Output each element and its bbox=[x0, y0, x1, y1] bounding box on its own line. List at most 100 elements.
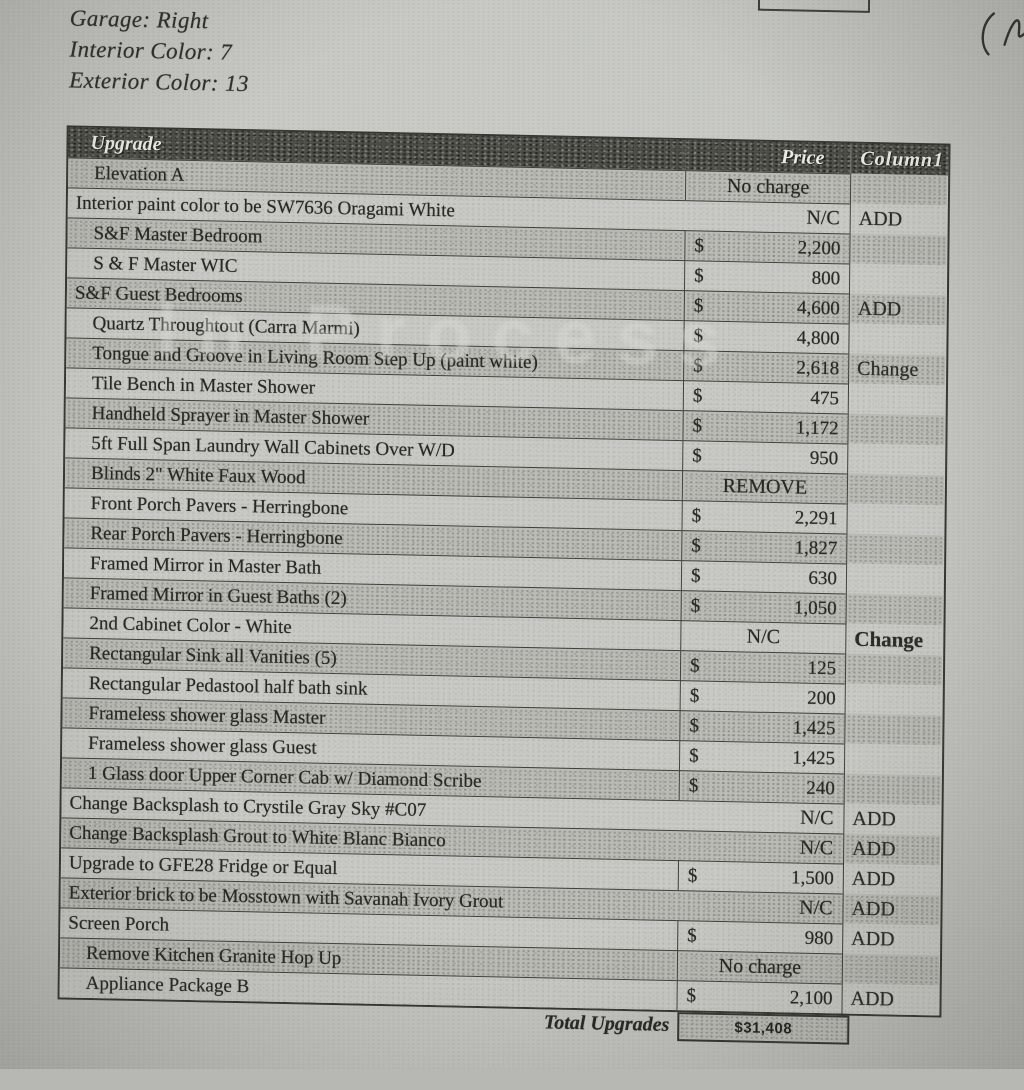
price-cell: $630 bbox=[680, 560, 847, 594]
price-value: 125 bbox=[807, 657, 837, 679]
price-value: N/C bbox=[799, 836, 834, 860]
currency-symbol: $ bbox=[690, 564, 701, 587]
column1-cell: ADD bbox=[841, 983, 939, 1016]
price-value: 2,291 bbox=[794, 506, 838, 529]
price-cell: $800 bbox=[683, 260, 850, 294]
column1-cell bbox=[848, 323, 946, 356]
upgrade-label: Framed Mirror in Guest Baths (2) bbox=[89, 582, 347, 609]
upgrade-label: Blinds 2" White Faux Wood bbox=[90, 462, 306, 488]
currency-symbol: $ bbox=[691, 504, 702, 527]
upgrade-label: Screen Porch bbox=[68, 912, 170, 936]
price-cell: $1,172 bbox=[682, 410, 848, 444]
column1-cell bbox=[847, 443, 945, 476]
price-value: 1,425 bbox=[792, 716, 836, 739]
column1-cell bbox=[843, 743, 942, 776]
column1-cell bbox=[846, 503, 944, 536]
upgrade-label: Front Porch Pavers - Herringbone bbox=[90, 492, 349, 519]
price-cell: $2,618 bbox=[683, 350, 849, 384]
exterior-color-label: Exterior Color: 13 bbox=[69, 67, 249, 97]
column1-cell: ADD bbox=[848, 293, 946, 326]
price-cell: $4,800 bbox=[683, 320, 849, 354]
currency-symbol: $ bbox=[692, 444, 702, 467]
currency-symbol: $ bbox=[689, 714, 700, 737]
price-value: 2,200 bbox=[797, 236, 841, 259]
price-value: 2,100 bbox=[789, 986, 833, 1009]
upgrade-label: Remove Kitchen Granite Hop Up bbox=[85, 942, 342, 969]
upgrade-label: Framed Mirror in Master Bath bbox=[89, 552, 322, 579]
currency-symbol: $ bbox=[693, 324, 704, 347]
currency-symbol: $ bbox=[690, 594, 701, 617]
currency-symbol: $ bbox=[689, 684, 700, 707]
header-price: Price bbox=[685, 140, 851, 174]
upgrade-label: Change Backsplash to Crystile Gray Sky #… bbox=[69, 792, 427, 821]
currency-symbol: $ bbox=[689, 744, 699, 767]
cutoff-box bbox=[757, 0, 871, 13]
currency-symbol: $ bbox=[693, 354, 703, 377]
column1-cell: Change bbox=[845, 623, 943, 656]
upgrade-label: S&F Guest Bedrooms bbox=[74, 282, 243, 307]
price-cell: $200 bbox=[679, 680, 845, 714]
column1-cell bbox=[846, 533, 944, 566]
price-value: 4,600 bbox=[796, 296, 840, 319]
upgrade-label: Interior paint color to be SW7636 Oragam… bbox=[75, 192, 455, 221]
price-cell: $1,425 bbox=[678, 740, 845, 774]
price-cell: REMOVE bbox=[681, 470, 848, 504]
column1-cell bbox=[849, 173, 948, 206]
upgrade-label: S & F Master WIC bbox=[93, 252, 238, 277]
upgrade-label: Change Backsplash Grout to White Blanc B… bbox=[69, 822, 446, 851]
price-value: 2,618 bbox=[796, 356, 840, 379]
currency-symbol: $ bbox=[692, 384, 703, 407]
column1-cell: Change bbox=[848, 353, 946, 386]
upgrade-label: Handheld Sprayer in Master Shower bbox=[91, 402, 370, 430]
currency-symbol: $ bbox=[694, 234, 705, 257]
price-cell: $980 bbox=[677, 920, 843, 954]
price-value: No charge bbox=[718, 954, 802, 979]
upgrade-label: Tile Bench in Master Shower bbox=[91, 372, 316, 399]
upgrade-label: Frameless shower glass Master bbox=[88, 702, 326, 729]
currency-symbol: $ bbox=[687, 864, 698, 887]
price-value: N/C bbox=[806, 206, 840, 230]
upgrade-label: Rectangular Pedastool half bath sink bbox=[88, 672, 368, 700]
upgrade-label: Elevation A bbox=[94, 162, 185, 186]
column1-cell bbox=[847, 383, 946, 416]
price-value: 950 bbox=[809, 447, 839, 469]
column1-cell bbox=[846, 473, 945, 506]
price-value: 1,500 bbox=[790, 866, 834, 889]
total-value: $31,408 bbox=[677, 1012, 850, 1045]
currency-symbol: $ bbox=[694, 264, 704, 287]
column1-cell bbox=[845, 563, 944, 596]
column1-cell: ADD bbox=[843, 803, 941, 836]
column1-cell bbox=[844, 683, 942, 716]
price-value: N/C bbox=[800, 806, 834, 830]
price-cell: No charge bbox=[684, 170, 851, 204]
top-labels: Garage: Right Interior Color: 7 Exterior… bbox=[69, 2, 250, 99]
column1-cell bbox=[845, 593, 943, 626]
price-value: 200 bbox=[807, 687, 836, 709]
price-cell: $2,291 bbox=[681, 500, 847, 534]
currency-symbol: $ bbox=[689, 654, 700, 677]
garage-label: Garage: Right bbox=[69, 5, 209, 34]
handwriting-mark bbox=[981, 12, 1024, 56]
column1-cell bbox=[841, 953, 940, 986]
upgrade-label: S&F Master Bedroom bbox=[93, 222, 263, 247]
currency-symbol: $ bbox=[686, 984, 697, 1006]
price-cell: $1,500 bbox=[677, 860, 844, 894]
upgrade-label: Appliance Package B bbox=[85, 972, 250, 997]
column1-cell: ADD bbox=[849, 203, 947, 236]
price-cell: $1,425 bbox=[679, 710, 845, 744]
price-cell: $4,600 bbox=[683, 290, 849, 324]
column1-cell: ADD bbox=[842, 893, 940, 926]
currency-symbol: $ bbox=[691, 534, 701, 557]
column1-cell bbox=[848, 263, 947, 296]
interior-color-label: Interior Color: 7 bbox=[69, 36, 233, 65]
price-value: 1,425 bbox=[792, 746, 836, 769]
price-cell: $475 bbox=[682, 380, 849, 414]
currency-symbol: $ bbox=[692, 414, 703, 437]
upgrade-label: 2nd Cabinet Color - White bbox=[89, 612, 292, 638]
price-value: 4,800 bbox=[796, 326, 840, 349]
table-body: Elevation A No charge Interior paint color… bbox=[59, 157, 949, 1016]
price-value: 1,172 bbox=[795, 416, 839, 439]
price-cell: $125 bbox=[679, 650, 846, 684]
upgrade-label: Frameless shower glass Guest bbox=[88, 732, 317, 759]
